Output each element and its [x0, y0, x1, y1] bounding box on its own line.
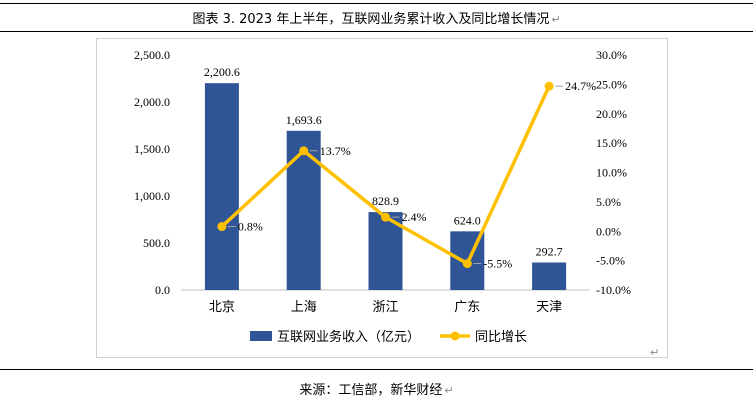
chart-frame [96, 38, 668, 358]
bar-data-label: 624.0 [454, 213, 481, 227]
y-right-tick-label: 30.0% [596, 48, 627, 62]
y-right-tick-label: 15.0% [596, 136, 627, 150]
line-data-label: 2.4% [402, 210, 427, 224]
line-point [462, 259, 472, 269]
y-right-tick-label: 25.0% [596, 77, 627, 91]
line-point [381, 212, 390, 222]
legend-label-bar: 互联网业务收入（亿元） [277, 329, 420, 345]
y-right-tick-label: -5.0% [596, 254, 625, 268]
bar [286, 130, 321, 290]
title-rule [0, 31, 753, 32]
y-right-tick-label: 20.0% [596, 107, 627, 121]
y-right-tick-label: 10.0% [596, 166, 627, 180]
top-rule [0, 3, 753, 4]
y-right-tick-label: -10.0% [596, 283, 631, 297]
line-data-label: 0.8% [238, 220, 263, 234]
line-point [217, 222, 227, 232]
x-tick-label: 上海 [291, 300, 317, 315]
legend-swatch-marker [450, 331, 460, 341]
figure-title-text: 图表 3. 2023 年上半年，互联网业务累计收入及同比增长情况 [192, 12, 550, 27]
legend-label-line: 同比增长 [475, 330, 527, 345]
source-note: 来源：工信部，新华财经 ↵ [0, 379, 753, 398]
bar-data-label: 2,200.6 [204, 65, 240, 79]
y-right-tick-label: 5.0% [596, 195, 621, 209]
bar-data-label: 828.9 [372, 194, 399, 208]
source-text: 来源：工信部，新华财经 [299, 383, 443, 398]
x-tick-label: 北京 [209, 300, 235, 315]
line-data-label: 24.7% [565, 79, 596, 93]
y-left-tick-label: 500.0 [143, 236, 170, 250]
y-left-tick-label: 1,500.0 [134, 142, 170, 156]
bar [532, 262, 567, 290]
x-tick-label: 浙江 [372, 300, 398, 315]
y-left-tick-label: 2,500.0 [134, 48, 170, 62]
line-data-label: -5.5% [483, 257, 512, 271]
bar [204, 83, 239, 290]
line-point [299, 146, 309, 156]
paragraph-mark-icon: ↵ [650, 346, 660, 359]
paragraph-mark-icon: ↵ [444, 384, 454, 397]
y-left-tick-label: 2,000.0 [134, 95, 170, 109]
line-point [544, 81, 554, 91]
y-right-tick-label: 0.0% [596, 224, 621, 238]
paragraph-mark-icon: ↵ [551, 13, 561, 26]
line-data-label: 13.7% [320, 144, 351, 158]
y-left-tick-label: 1,000.0 [134, 189, 170, 203]
bottom-rule [0, 369, 753, 370]
figure-title: 图表 3. 2023 年上半年，互联网业务累计收入及同比增长情况 ↵ [0, 8, 753, 27]
bar-data-label: 292.7 [536, 244, 563, 258]
y-left-tick-label: 0.0 [155, 283, 170, 297]
x-tick-label: 广东 [454, 300, 480, 315]
bar-data-label: 1,693.6 [286, 113, 322, 127]
x-tick-label: 天津 [536, 300, 562, 315]
legend-swatch-bar [250, 331, 272, 341]
